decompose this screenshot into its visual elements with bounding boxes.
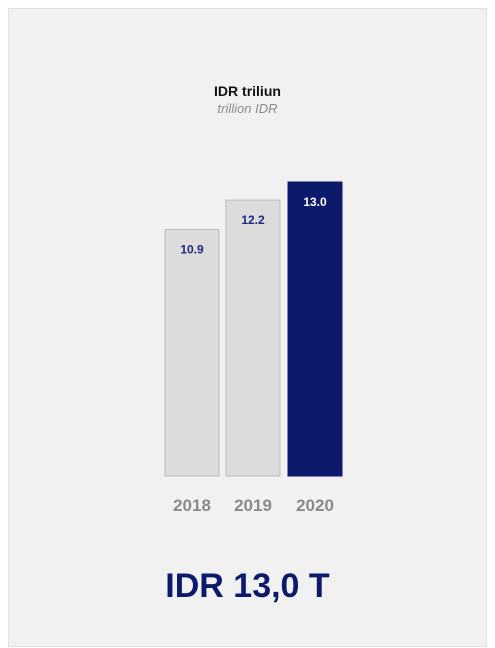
value-label-2020: 13.0 [303,195,327,209]
bar-2018 [164,228,220,477]
chart-subtitle: trillion IDR [217,101,278,116]
headline-total: IDR 13,0 T [165,567,330,605]
x-tick-label-2020: 2020 [296,496,334,515]
value-label-2019: 12.2 [241,213,265,227]
bar-2020 [287,181,343,477]
x-tick-label-2019: 2019 [234,496,272,515]
value-label-2018: 10.9 [180,242,204,256]
chart-title: IDR triliun [214,83,281,99]
x-tick-label-2018: 2018 [173,496,211,515]
chart-card: IDR triliun trillion IDR 10.9 2018 12.2 201… [8,8,487,647]
bar-2019 [225,199,281,477]
bar-chart: 10.9 2018 12.2 2019 13.0 2020 [164,181,343,515]
